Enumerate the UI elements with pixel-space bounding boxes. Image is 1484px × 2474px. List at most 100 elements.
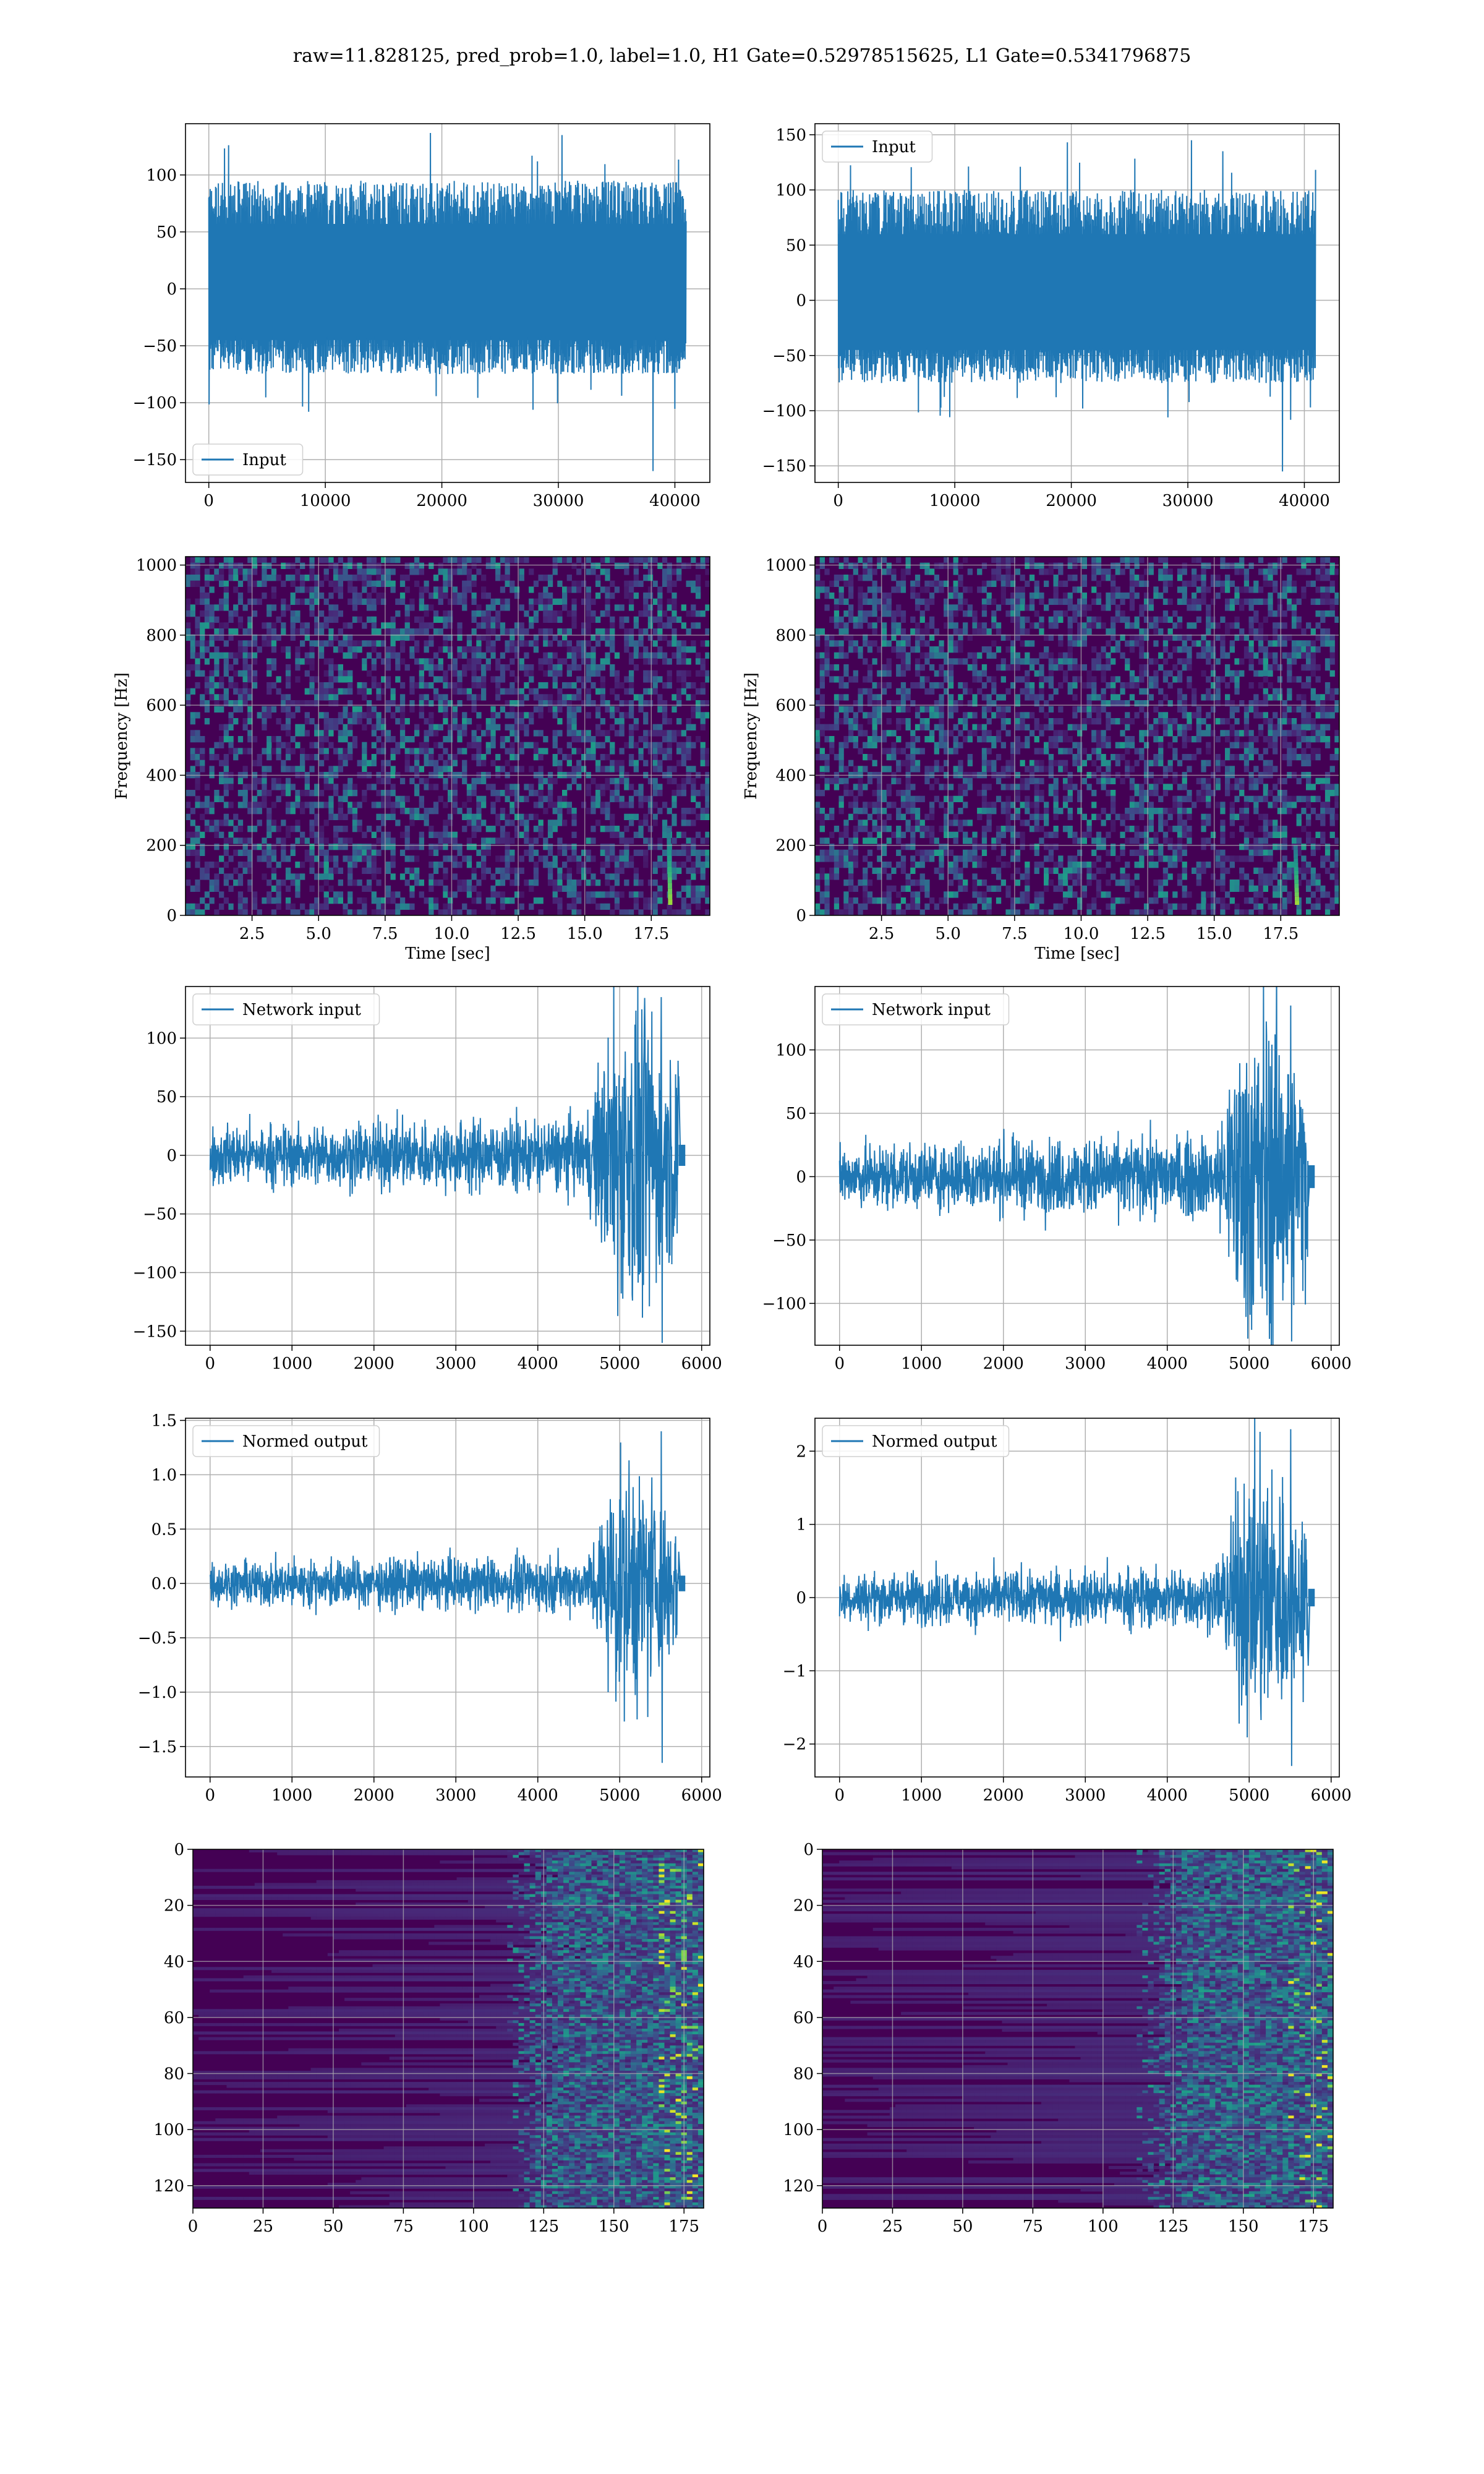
heatmap-cell	[662, 658, 668, 665]
heatmap-cell	[371, 557, 377, 563]
heatmap-cell	[366, 604, 372, 611]
heatmap-cell	[619, 837, 625, 844]
heatmap-cell	[910, 903, 916, 910]
heatmap-cell	[500, 598, 506, 605]
heatmap-cell	[223, 813, 229, 820]
heatmap-cell	[586, 748, 591, 755]
heatmap-cell	[514, 736, 520, 743]
heatmap-cell	[1072, 664, 1078, 671]
heatmap-cell	[891, 742, 897, 748]
heatmap-cell	[385, 730, 391, 737]
heatmap-cell	[433, 802, 439, 808]
heatmap-cell	[357, 640, 362, 647]
heatmap-cell	[385, 802, 391, 808]
heatmap-cell	[204, 598, 210, 605]
heatmap-cell	[247, 736, 253, 743]
heatmap-cell	[409, 873, 415, 880]
heatmap-cell	[643, 670, 649, 677]
heatmap-cell	[510, 897, 515, 904]
heatmap-cell	[910, 586, 916, 593]
heatmap-cell	[628, 754, 634, 761]
heatmap-cell	[929, 849, 935, 856]
heatmap-cell	[242, 766, 248, 773]
heatmap-cell	[1015, 849, 1021, 856]
heatmap-cell	[614, 873, 620, 880]
heatmap-cell	[385, 676, 391, 683]
heatmap-cell	[466, 808, 472, 815]
heatmap-cell	[605, 849, 610, 856]
heatmap-cell	[881, 844, 887, 850]
heatmap-cell	[877, 682, 882, 689]
heatmap-cell	[981, 598, 987, 605]
heatmap-cell	[228, 784, 234, 790]
heatmap-cell	[934, 849, 939, 856]
heatmap-cell	[443, 760, 448, 766]
heatmap-cell	[676, 616, 682, 623]
heatmap-cell	[1034, 580, 1039, 587]
heatmap-cell	[972, 694, 978, 701]
heatmap-cell	[429, 885, 434, 892]
heatmap-cell	[981, 849, 987, 856]
heatmap-cell	[638, 736, 644, 743]
heatmap-cell	[848, 844, 854, 850]
heatmap-cell	[834, 909, 840, 915]
heatmap-cell	[424, 813, 429, 820]
heatmap-cell	[867, 598, 873, 605]
heatmap-cell	[867, 813, 873, 820]
heatmap-cell	[819, 628, 825, 635]
heatmap-cell	[881, 682, 887, 689]
heatmap-cell	[500, 604, 506, 611]
heatmap-cell	[1015, 622, 1021, 629]
heatmap-cell	[576, 580, 582, 587]
heatmap-cell	[186, 813, 191, 820]
heatmap-cell	[819, 790, 825, 797]
heatmap-cell	[863, 867, 868, 874]
heatmap-cell	[967, 568, 973, 575]
heatmap-cell	[476, 760, 482, 766]
heatmap-cell	[462, 802, 467, 808]
heatmap-cell	[700, 813, 706, 820]
heatmap-cell	[452, 831, 458, 838]
heatmap-cell	[457, 568, 463, 575]
heatmap-cell	[605, 700, 610, 707]
heatmap-cell	[376, 712, 382, 719]
heatmap-cell	[533, 897, 539, 904]
heatmap-cell	[986, 760, 992, 766]
heatmap-cell	[824, 640, 830, 647]
heatmap-cell	[877, 790, 882, 797]
heatmap-cell	[953, 580, 958, 587]
heatmap-cell	[900, 628, 906, 635]
heatmap-cell	[552, 742, 558, 748]
heatmap-cell	[977, 628, 983, 635]
heatmap-cell	[443, 844, 448, 850]
heatmap-cell	[695, 897, 701, 904]
heatmap-cell	[638, 891, 644, 898]
heatmap-cell	[867, 736, 873, 743]
heatmap-cell	[438, 844, 443, 850]
heatmap-cell	[323, 724, 329, 730]
heatmap-cell	[886, 903, 892, 910]
heatmap-cell	[533, 730, 539, 737]
heatmap-cell	[652, 790, 658, 797]
heatmap-cell	[357, 897, 362, 904]
heatmap-cell	[700, 754, 706, 761]
heatmap-cell	[443, 867, 448, 874]
heatmap-cell	[843, 634, 849, 641]
heatmap-cell	[190, 849, 195, 856]
heatmap-cell	[891, 903, 897, 910]
heatmap-cell	[300, 760, 305, 766]
heatmap-cell	[348, 724, 353, 730]
heatmap-cell	[858, 724, 863, 730]
heatmap-cell	[838, 640, 844, 647]
heatmap-cell	[834, 706, 840, 713]
heatmap-cell	[571, 831, 577, 838]
heatmap-cell	[1029, 712, 1035, 719]
heatmap-cell	[485, 730, 491, 737]
heatmap-cell	[1048, 766, 1054, 773]
heatmap-cell	[586, 568, 591, 575]
heatmap-cell	[676, 784, 682, 790]
heatmap-cell	[448, 598, 453, 605]
heatmap-cell	[357, 575, 362, 581]
heatmap-cell	[295, 557, 301, 563]
heatmap-cell	[910, 831, 916, 838]
